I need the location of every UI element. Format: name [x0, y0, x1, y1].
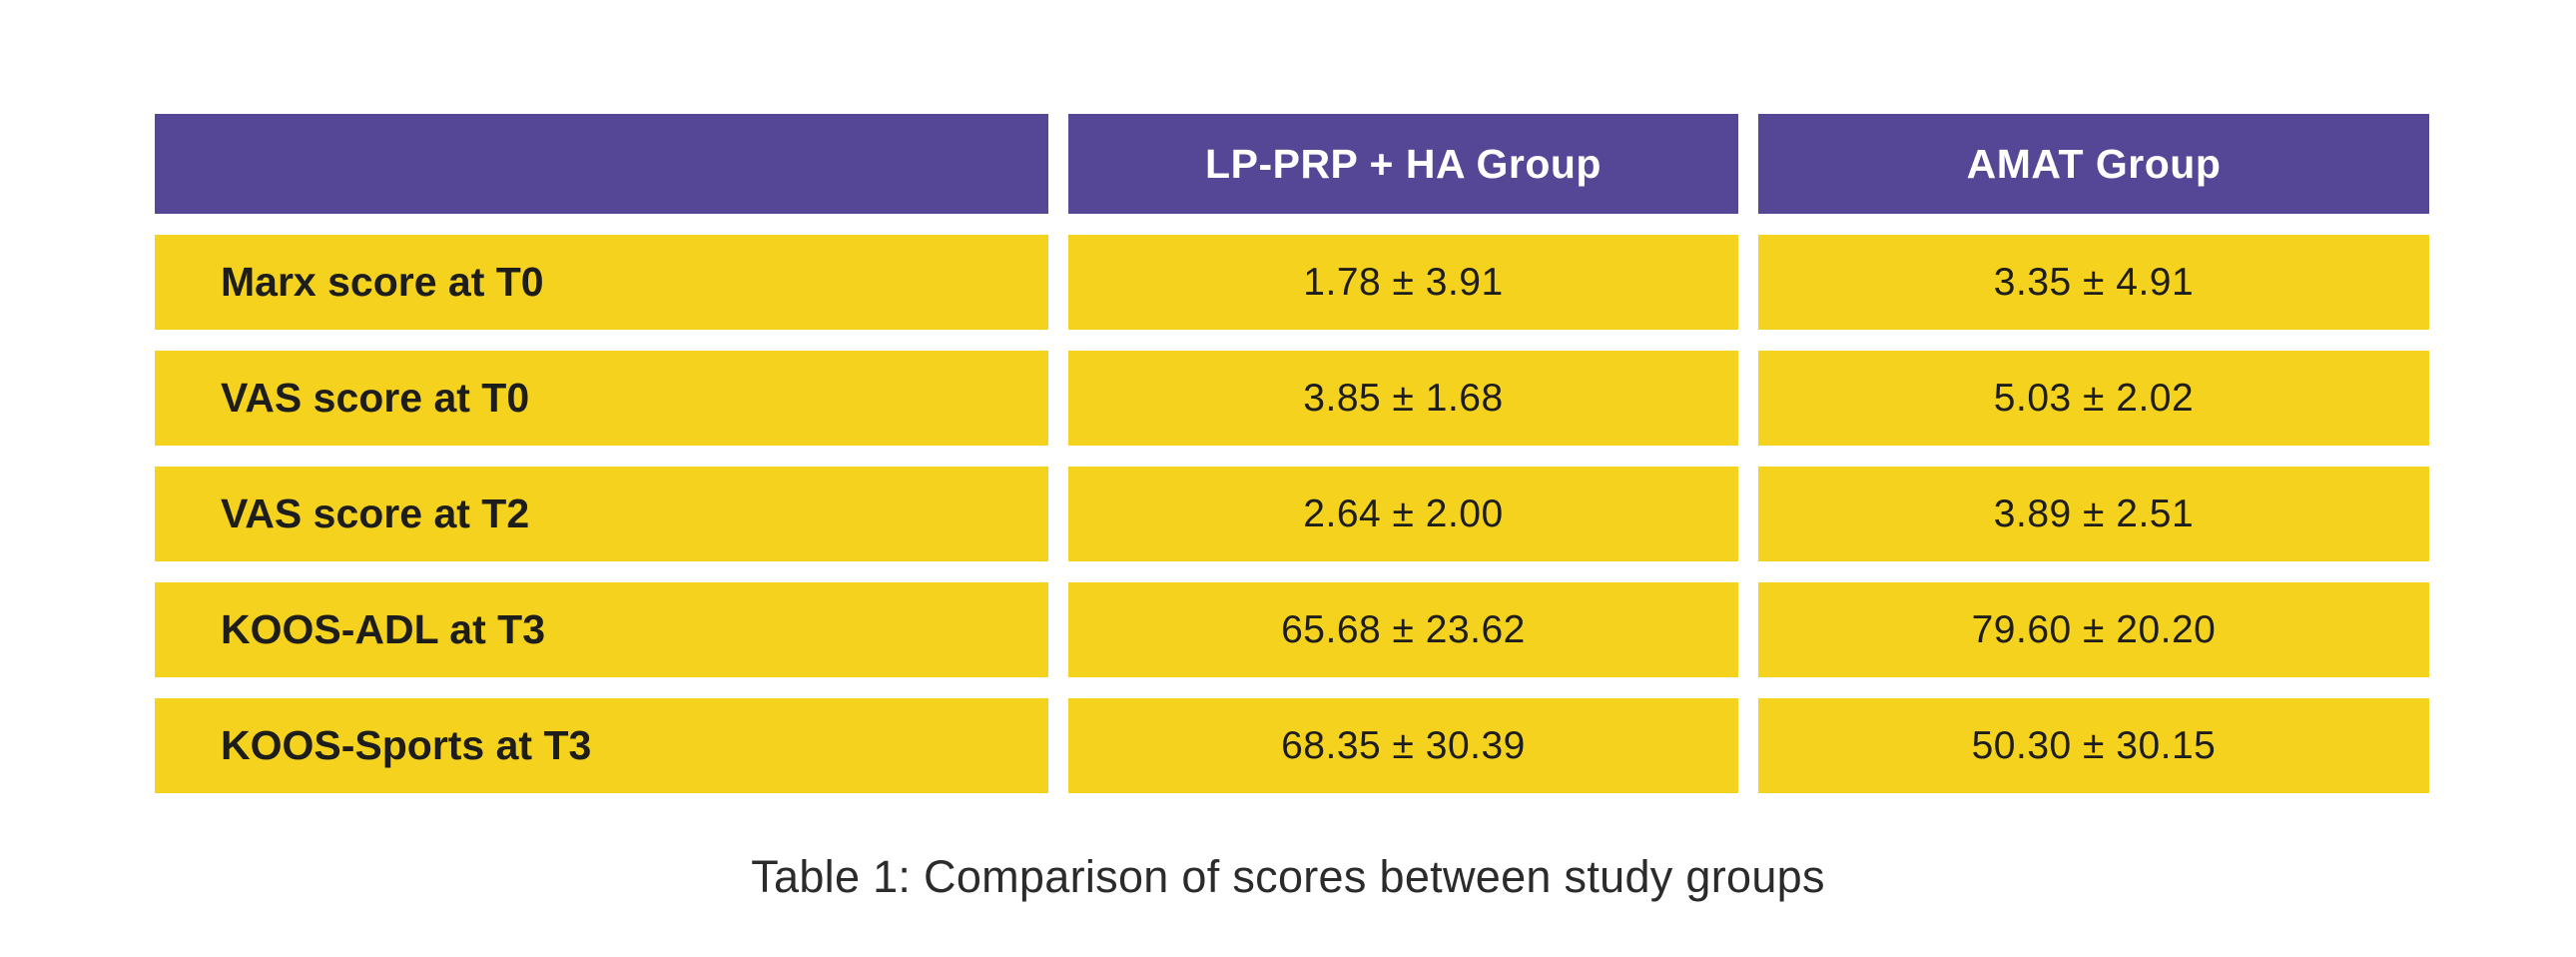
header-cell-amat-group: AMAT Group [1758, 114, 2429, 214]
value-marx-t0-lp-prp-ha: 1.78 ± 3.91 [1068, 235, 1738, 330]
value-vas-t2-lp-prp-ha: 2.64 ± 2.00 [1068, 467, 1738, 561]
value-marx-t0-amat: 3.35 ± 4.91 [1758, 235, 2429, 330]
value-vas-t0-lp-prp-ha: 3.85 ± 1.68 [1068, 351, 1738, 446]
header-cell-lp-prp-ha-group: LP-PRP + HA Group [1068, 114, 1738, 214]
value-koos-sports-t3-lp-prp-ha: 68.35 ± 30.39 [1068, 698, 1738, 793]
row-label-vas-t2: VAS score at T2 [155, 467, 1048, 561]
value-vas-t0-amat: 5.03 ± 2.02 [1758, 351, 2429, 446]
row-label-koos-sports-t3: KOOS-Sports at T3 [155, 698, 1048, 793]
value-koos-adl-t3-lp-prp-ha: 65.68 ± 23.62 [1068, 582, 1738, 677]
row-label-vas-t0: VAS score at T0 [155, 351, 1048, 446]
table-caption: Table 1: Comparison of scores between st… [751, 851, 1825, 902]
row-label-marx-t0: Marx score at T0 [155, 235, 1048, 330]
value-koos-sports-t3-amat: 50.30 ± 30.15 [1758, 698, 2429, 793]
value-koos-adl-t3-amat: 79.60 ± 20.20 [1758, 582, 2429, 677]
header-cell-empty [155, 114, 1048, 214]
value-vas-t2-amat: 3.89 ± 2.51 [1758, 467, 2429, 561]
row-label-koos-adl-t3: KOOS-ADL at T3 [155, 582, 1048, 677]
comparison-table: LP-PRP + HA Group AMAT Group Marx score … [155, 114, 2429, 793]
